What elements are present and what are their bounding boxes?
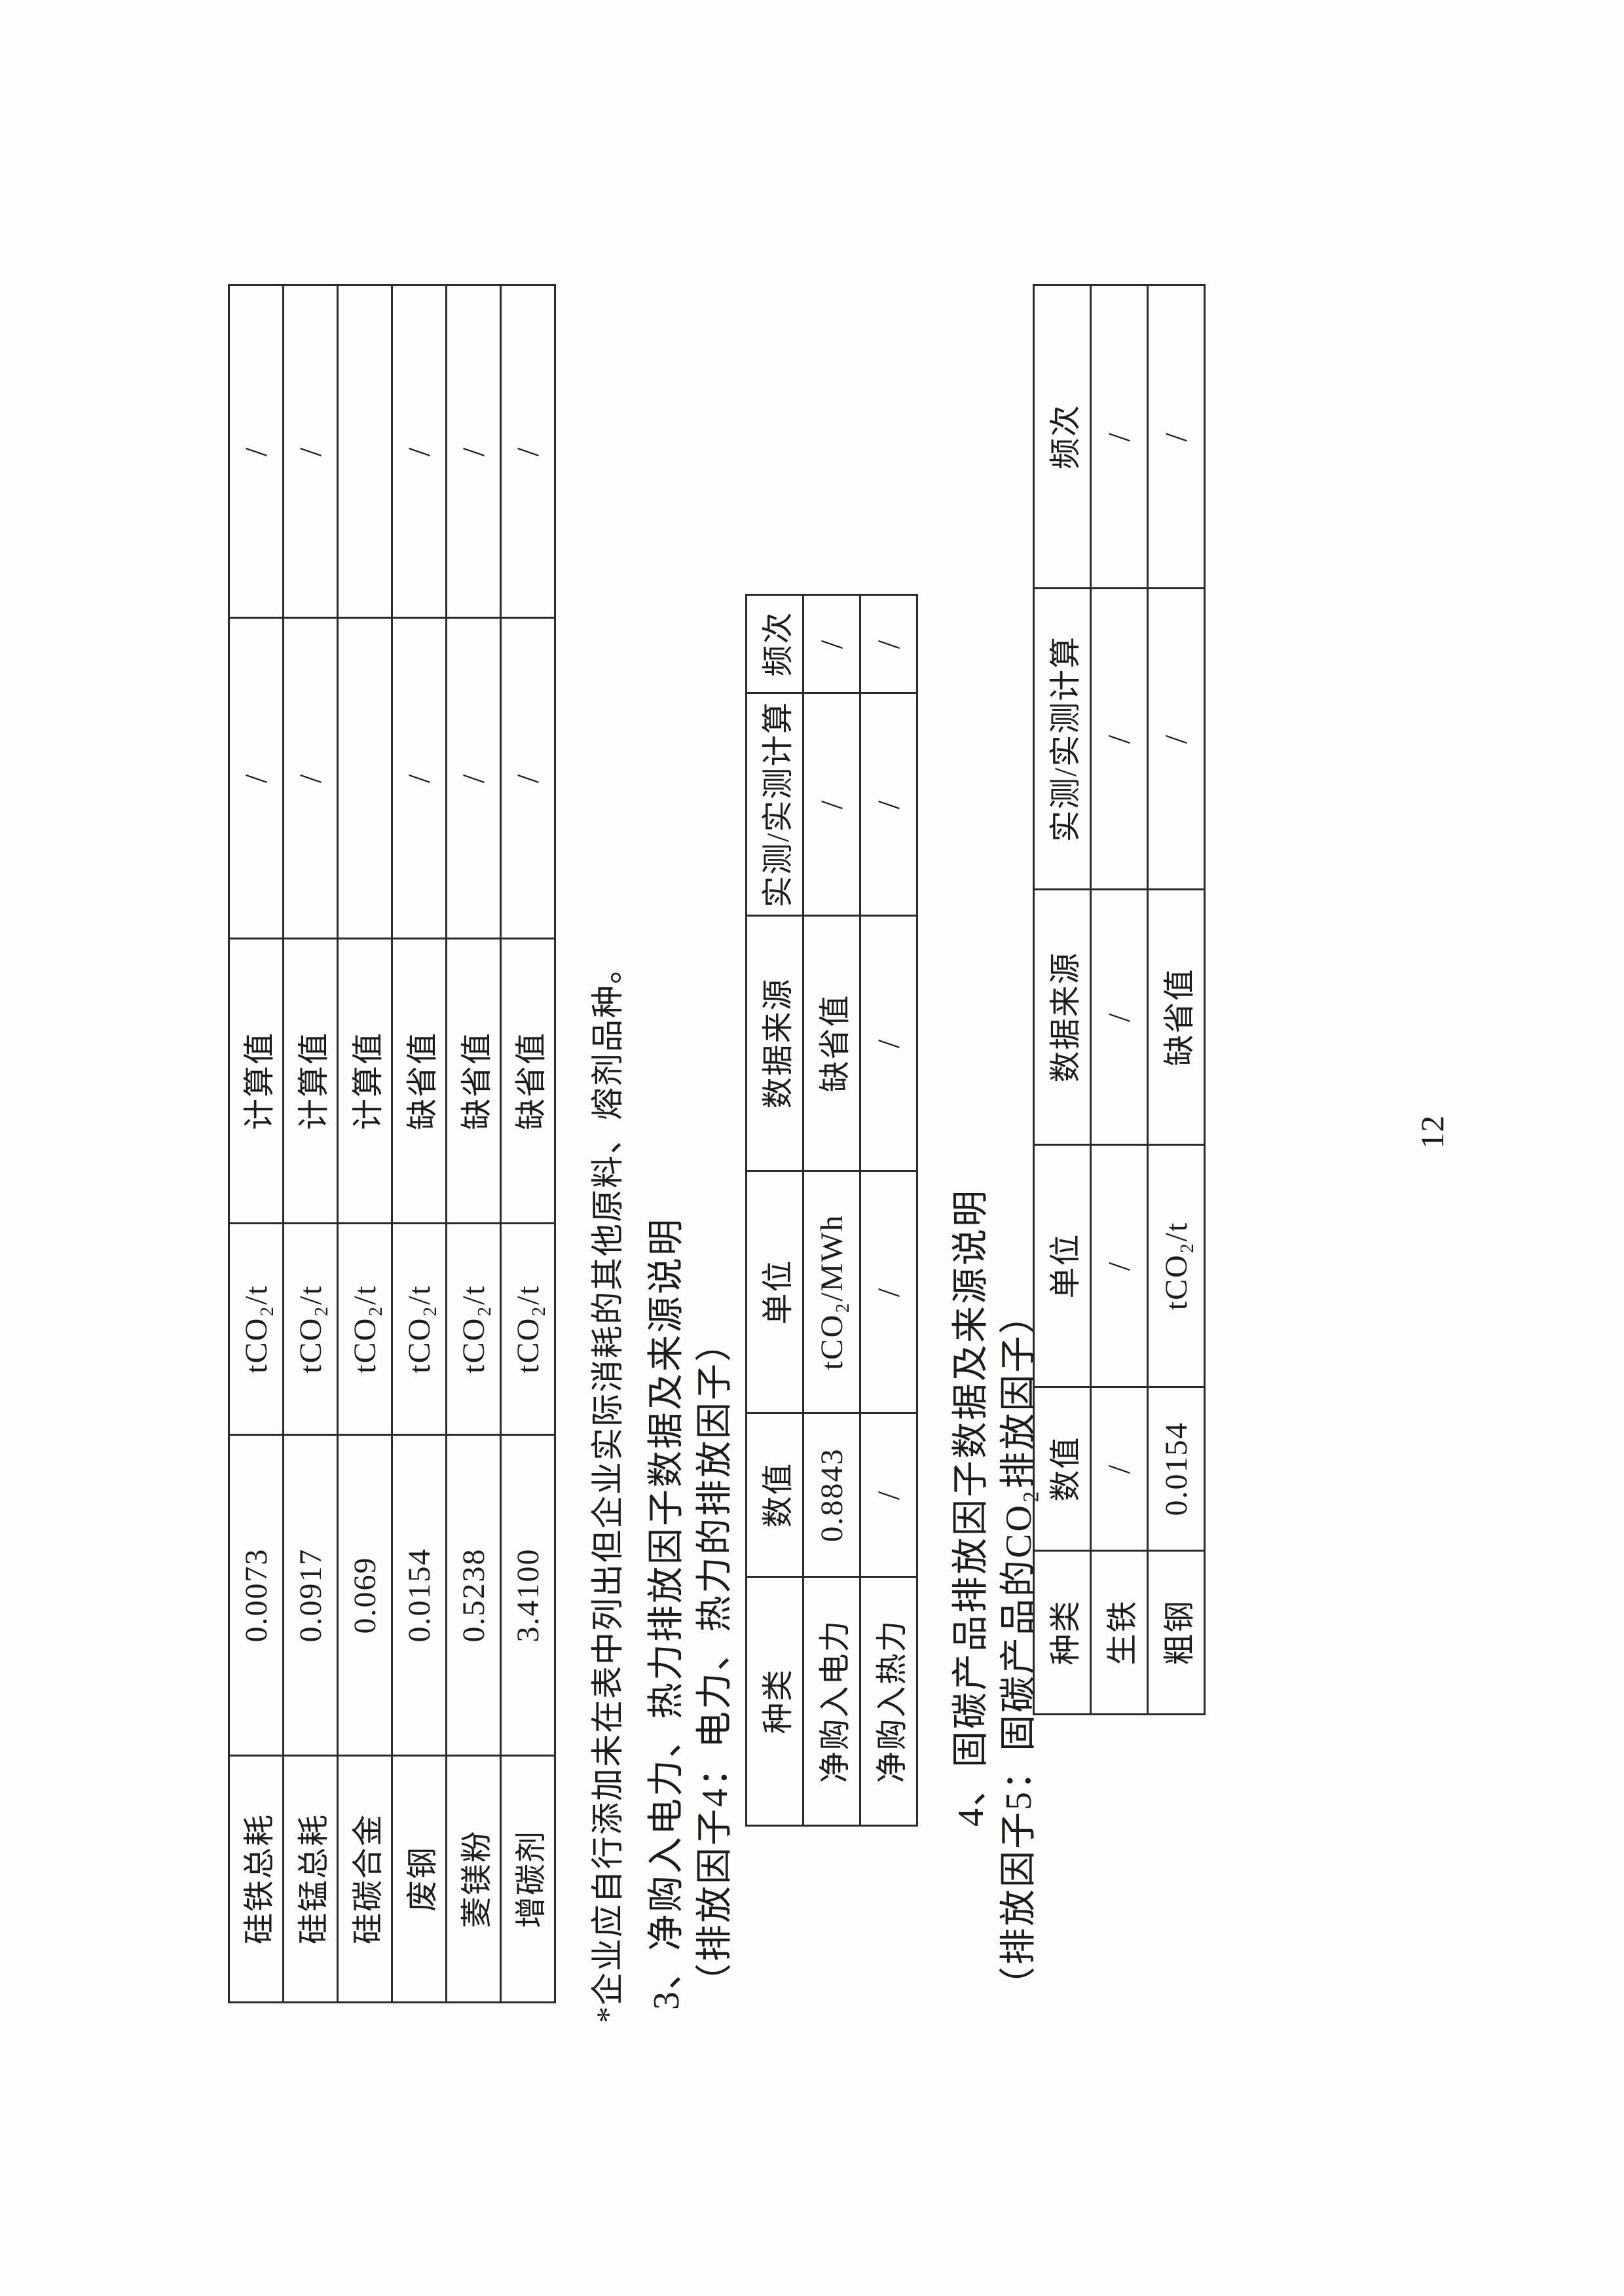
page-number: 12 (1414, 1115, 1450, 1149)
measured-cell: / (283, 617, 338, 939)
unit-cell: tCO₂/t (337, 1223, 392, 1435)
value-cell: 0.0917 (283, 1434, 338, 1756)
unit-cell: / (1090, 1144, 1148, 1387)
header-cell: 实测/实测计算 (746, 693, 803, 916)
header-cell: 数据来源 (746, 915, 803, 1171)
material-label-cell: 废钢 (392, 1755, 447, 2003)
table-row: 粗钢 0.0154 tCO₂/t 缺省值 / / (1147, 285, 1205, 1715)
unit-cell: tCO₂/t (283, 1223, 338, 1435)
unit-cell: tCO₂/t (229, 1223, 284, 1435)
frequency-cell: / (392, 285, 447, 618)
source-cell: 计算值 (283, 938, 338, 1224)
source-cell: 计算值 (229, 938, 284, 1224)
emission-factor-4-table: 种类 数值 单位 数据来源 实测/实测计算 频次 净购入电力 0.8843 tC… (745, 594, 918, 1827)
header-cell: 频次 (1033, 285, 1091, 589)
source-cell: 缺省值 (1147, 889, 1205, 1145)
source-cell: / (1090, 889, 1148, 1145)
material-label-cell: 菱镁粉 (446, 1755, 501, 2003)
header-cell: 频次 (746, 594, 803, 693)
unit-cell: / (860, 1171, 917, 1413)
table-row: 净购入电力 0.8843 tCO₂/MWh 缺省值 / / (803, 594, 860, 1826)
footnote: *企业应自行添加未在表中列出但企业实际消耗的其他原料、熔剂品种。 (589, 950, 626, 2023)
category-cell: 生铁 (1090, 1550, 1148, 1715)
section3-subtitle: （排放因子4：电力、热力的排放因子） (695, 1323, 735, 2000)
value-cell: 3.4100 (500, 1434, 555, 1756)
unit-cell: tCO₂/t (500, 1223, 555, 1435)
source-cell: 计算值 (337, 938, 392, 1224)
category-cell: 净购入热力 (860, 1576, 917, 1826)
measured-cell: / (500, 617, 555, 939)
value-cell: / (860, 1413, 917, 1577)
section3-title: 3、净购入电力、热力排放因子数据及来源说明 (646, 1217, 687, 2010)
source-cell: 缺省值 (392, 938, 447, 1224)
frequency-cell: / (860, 594, 917, 693)
value-cell: 0.8843 (803, 1413, 860, 1577)
measured-cell: / (392, 617, 447, 939)
table-row: 增碳剂 3.4100 tCO₂/t 缺省值 / / (500, 285, 555, 2003)
measured-cell: / (1147, 588, 1205, 890)
table-row: 生铁 / / / / / (1090, 285, 1148, 1715)
material-label-cell: 硅锰总耗 (283, 1755, 338, 2003)
value-cell: / (1090, 1387, 1148, 1551)
source-cell: 缺省值 (500, 938, 555, 1224)
table-header-row: 种类 数值 单位 数据来源 实测/实测计算 频次 (746, 594, 803, 1826)
section4-title: 4、固碳产品排放因子数据及来源说明 (951, 1188, 991, 1827)
frequency-cell: / (1090, 285, 1148, 589)
frequency-cell: / (229, 285, 284, 618)
table-row: 废钢 0.0154 tCO₂/t 缺省值 / / (392, 285, 447, 2003)
table-row: 菱镁粉 0.5238 tCO₂/t 缺省值 / / (446, 285, 501, 2003)
frequency-cell (337, 285, 392, 618)
measured-cell: / (1090, 588, 1148, 890)
material-label-cell: 增碳剂 (500, 1755, 555, 2003)
header-cell: 数据来源 (1033, 889, 1091, 1145)
unit-cell: tCO₂/t (446, 1223, 501, 1435)
measured-cell: / (860, 693, 917, 916)
table-row: 硅碳合金 0.069 tCO₂/t 计算值 (337, 285, 392, 2003)
measured-cell: / (803, 693, 860, 916)
table-header-row: 种类 数值 单位 数据来源 实测/实测计算 频次 (1033, 285, 1091, 1715)
header-cell: 种类 (1033, 1550, 1091, 1715)
table-row: 净购入热力 / / / / / (860, 594, 917, 1826)
table-row: 硅锰总耗 0.0917 tCO₂/t 计算值 / / (283, 285, 338, 2003)
unit-cell: tCO₂/t (392, 1223, 447, 1435)
frequency-cell: / (446, 285, 501, 618)
header-cell: 单位 (1033, 1144, 1091, 1387)
header-cell: 单位 (746, 1171, 803, 1413)
measured-cell: / (446, 617, 501, 939)
material-label-cell: 硅铁总耗 (229, 1755, 284, 2003)
frequency-cell: / (500, 285, 555, 618)
source-cell: 缺省值 (446, 938, 501, 1224)
value-cell: 0.0154 (392, 1434, 447, 1756)
source-cell: / (860, 915, 917, 1171)
source-cell: 缺省值 (803, 915, 860, 1171)
frequency-cell: / (283, 285, 338, 618)
material-label-cell: 硅碳合金 (337, 1755, 392, 2003)
value-cell: 0.5238 (446, 1434, 501, 1756)
unit-cell: tCO₂/t (1147, 1144, 1205, 1387)
measured-cell (337, 617, 392, 939)
frequency-cell: / (803, 594, 860, 693)
measured-cell: / (229, 617, 284, 939)
header-cell: 实测/实测计算 (1033, 588, 1091, 890)
value-cell: 0.0073 (229, 1434, 284, 1756)
header-cell: 数值 (1033, 1387, 1091, 1551)
value-cell: 0.069 (337, 1434, 392, 1756)
emission-factor-5-table: 种类 数值 单位 数据来源 实测/实测计算 频次 生铁 / / / / / 粗钢 (1033, 284, 1206, 1715)
frequency-cell: / (1147, 285, 1205, 589)
value-cell: 0.0154 (1147, 1387, 1205, 1551)
unit-cell: tCO₂/MWh (803, 1171, 860, 1413)
continuation-table: 硅铁总耗 0.0073 tCO₂/t 计算值 / / 硅锰总耗 0.0917 t… (228, 284, 556, 2003)
category-cell: 粗钢 (1147, 1550, 1205, 1715)
header-cell: 种类 (746, 1576, 803, 1826)
category-cell: 净购入电力 (803, 1576, 860, 1826)
header-cell: 数值 (746, 1413, 803, 1577)
table-row: 硅铁总耗 0.0073 tCO₂/t 计算值 / / (229, 285, 284, 2003)
